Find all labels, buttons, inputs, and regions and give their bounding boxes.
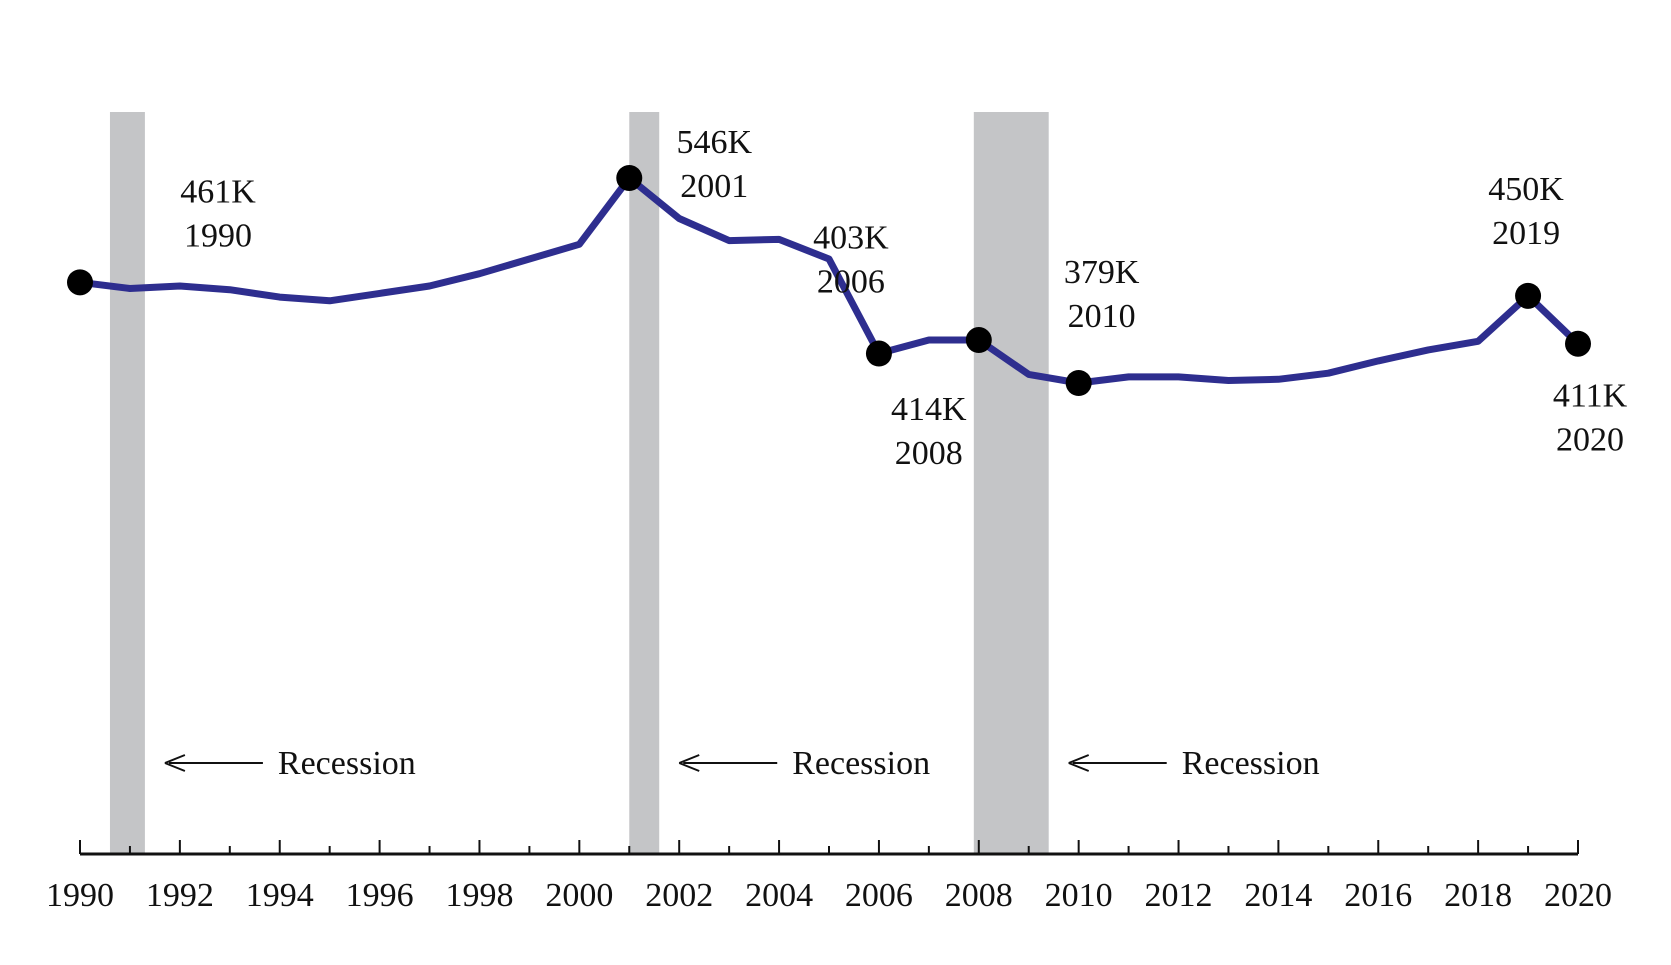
annotation-value: 546K xyxy=(676,124,752,161)
series-line-layer xyxy=(76,174,1582,387)
annotation-value: 411K xyxy=(1553,378,1628,415)
annotation-year: 2006 xyxy=(817,264,885,301)
annotation-value: 379K xyxy=(1064,254,1140,291)
x-tick-label: 2020 xyxy=(1544,877,1612,914)
x-tick-label: 2018 xyxy=(1444,877,1512,914)
annotation-year: 2019 xyxy=(1492,215,1560,252)
data-marker xyxy=(616,165,643,191)
annotation-value: 403K xyxy=(813,220,889,257)
annotation-value: 414K xyxy=(891,391,967,428)
recession-label: Recession xyxy=(278,745,416,782)
x-tick-label: 1996 xyxy=(346,877,414,914)
annotation-year: 1990 xyxy=(184,217,252,254)
annotation-year: 2001 xyxy=(680,168,748,205)
x-tick-label: 2004 xyxy=(745,877,813,914)
annotation-value: 450K xyxy=(1488,171,1564,208)
annotation-year: 2020 xyxy=(1556,422,1624,459)
recession-label-layer: Recession Recession Recession xyxy=(164,745,1320,782)
annotation-layer: 461K 1990 546K 2001 403K 2006 414K 2008 379K 2010… xyxy=(180,124,1627,472)
x-tick-label: 1998 xyxy=(445,877,513,914)
recession-arrowhead xyxy=(678,754,700,772)
x-tick-label: 2006 xyxy=(845,877,913,914)
recession-label: Recession xyxy=(1182,745,1320,782)
series-line xyxy=(76,174,1582,387)
x-tick-label: 2016 xyxy=(1344,877,1412,914)
x-axis: 1990 1992 1994 1996 1998 2000 2002 2004 2006 2008… xyxy=(46,840,1612,914)
x-tick-label: 2014 xyxy=(1244,877,1312,914)
data-marker xyxy=(965,327,992,354)
data-marker xyxy=(865,340,892,367)
annotation-year: 2008 xyxy=(895,435,963,472)
x-tick-label: 2012 xyxy=(1145,877,1213,914)
recession-bands xyxy=(109,112,1049,854)
recession-arrowhead xyxy=(1068,754,1090,772)
data-marker xyxy=(1515,282,1542,309)
marker-layer xyxy=(67,165,1591,396)
recession-label: Recession xyxy=(792,745,930,782)
x-tick-label: 1994 xyxy=(246,877,314,914)
data-marker xyxy=(1065,370,1092,396)
data-marker xyxy=(1565,330,1591,357)
annotation-year: 2010 xyxy=(1068,298,1136,335)
recession-band xyxy=(109,112,145,854)
x-tick-label: 2000 xyxy=(545,877,613,914)
data-marker xyxy=(67,269,93,296)
x-tick-label: 2008 xyxy=(945,877,1013,914)
x-tick-label: 2002 xyxy=(645,877,713,914)
x-tick-label: 2010 xyxy=(1045,877,1113,914)
x-tick-label: 1992 xyxy=(146,877,214,914)
annotation-value: 461K xyxy=(180,173,256,210)
recession-band xyxy=(629,112,660,854)
recession-arrowhead xyxy=(164,754,186,772)
recession-band xyxy=(973,112,1049,854)
x-tick-label: 1990 xyxy=(46,877,114,914)
